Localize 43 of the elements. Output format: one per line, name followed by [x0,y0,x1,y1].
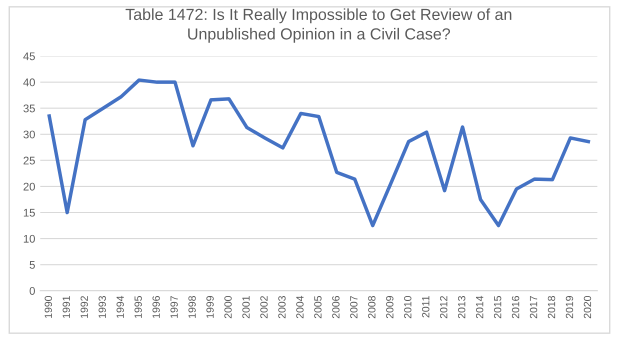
x-tick-label: 2008 [368,296,376,318]
y-tick-label: 0 [30,286,35,295]
x-tick-label: 2016 [512,296,520,318]
y-tick-label: 10 [24,234,35,243]
x-tick-label: 2004 [296,296,304,318]
x-tick-label: 2009 [386,296,394,318]
y-tick-label: 40 [23,78,35,86]
x-tick-label: 2015 [494,296,502,318]
x-tick-label: 1999 [206,296,214,318]
x-tick-label: 2017 [530,296,538,318]
x-tick-label: 2019 [566,296,574,318]
x-tick-label: 2018 [548,296,556,318]
y-tick-label: 20 [24,182,35,191]
y-tick-label: 30 [23,130,35,138]
x-tick-label: 2001 [242,296,250,318]
x-tick-label: 1993 [98,296,106,318]
x-tick-label: 2000 [224,296,232,318]
y-tick-label: 15 [24,208,35,217]
x-tick-label: 2012 [440,296,448,318]
y-tick-label: 5 [30,261,35,269]
x-tick-label: 2014 [476,296,484,318]
x-tick-label: 1991 [62,296,70,318]
x-tick-label: 1995 [134,296,142,318]
y-tick-label: 35 [23,104,35,112]
x-tick-label: 2002 [260,296,268,318]
x-tick-label: 1997 [170,296,178,318]
x-tick-label: 2011 [422,296,430,318]
x-tick-label: 1992 [80,296,88,318]
x-tick-label: 2007 [350,296,358,318]
x-tick-label: 2020 [584,296,592,318]
y-tick-label: 45 [23,52,35,60]
x-tick-label: 1994 [116,296,124,318]
x-tick-label: 2010 [404,296,412,318]
x-tick-label: 1990 [44,296,52,318]
line-series [47,78,590,228]
x-tick-label: 1998 [188,296,196,318]
x-tick-label: 1996 [152,296,160,318]
x-tick-label: 2005 [314,296,322,318]
chart-title: Table 1472: Is It Really Impossible to Get Review of an Unpublished Opinion in a Civil Case? [126,8,512,43]
x-tick-label: 2003 [278,296,286,318]
x-tick-label: 2006 [332,296,340,318]
y-tick-label: 25 [24,156,35,164]
x-tick-label: 2013 [458,296,466,318]
